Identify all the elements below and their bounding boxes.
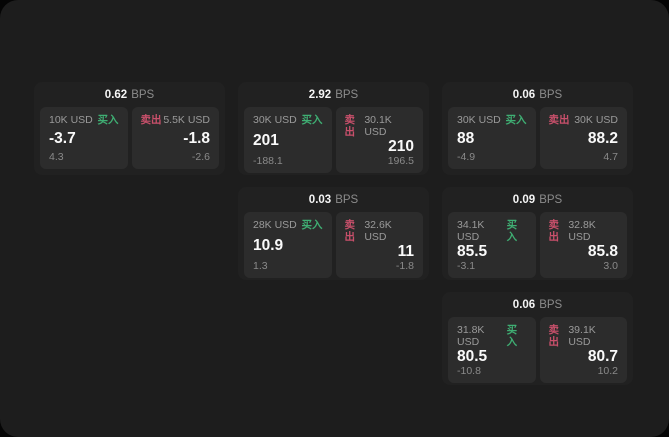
sell-amount: 32.8K USD bbox=[568, 219, 596, 243]
buy-side-label: 买入 bbox=[301, 219, 323, 231]
buy-price: 85.5 bbox=[457, 243, 488, 260]
sell-price: -1.8 bbox=[183, 130, 210, 147]
bps-value: 0.62 bbox=[104, 88, 128, 101]
sell-side-label: 卖出 bbox=[548, 114, 570, 126]
sell-change: 10.2 bbox=[597, 365, 618, 377]
buy-change: 1.3 bbox=[253, 260, 268, 272]
sell-side-label: 卖出 bbox=[344, 114, 356, 138]
sell-price: 88.2 bbox=[587, 130, 618, 147]
sell-amount: 5.5K USD bbox=[163, 114, 210, 126]
buy-quote-panel[interactable]: 28K USD 买入 10.9 1.3 bbox=[244, 212, 332, 278]
sell-side-label: 卖出 bbox=[548, 219, 560, 243]
sell-quote-panel[interactable]: 卖出 5.5K USD -1.8 -2.6 bbox=[131, 107, 219, 169]
buy-price: 201 bbox=[253, 132, 279, 149]
bps-value: 0.03 bbox=[308, 193, 332, 206]
sell-price: 11 bbox=[397, 243, 414, 260]
bps-spread-header: 0.62 BPS bbox=[34, 82, 225, 107]
bps-value: 0.09 bbox=[512, 193, 536, 206]
buy-amount: 31.8K USD bbox=[457, 324, 485, 348]
buy-price: -3.7 bbox=[49, 130, 76, 147]
quote-card-body: 28K USD 买入 10.9 1.3 卖出 32.6K USD 11 -1.8 bbox=[238, 212, 429, 280]
buy-change: -3.1 bbox=[457, 260, 476, 272]
sell-change: -2.6 bbox=[191, 151, 210, 163]
sell-price: 210 bbox=[388, 138, 414, 155]
sell-amount: 39.1K USD bbox=[568, 324, 596, 348]
bps-unit-label: BPS bbox=[539, 298, 563, 311]
bps-unit-label: BPS bbox=[539, 193, 563, 206]
quote-card-body: 34.1K USD 买入 85.5 -3.1 卖出 32.8K USD 85.8… bbox=[442, 212, 633, 280]
buy-price: 80.5 bbox=[457, 348, 488, 365]
sell-quote-panel[interactable]: 卖出 30.1K USD 210 196.5 bbox=[335, 107, 423, 173]
sell-side-label: 卖出 bbox=[548, 324, 560, 348]
sell-change: 196.5 bbox=[387, 155, 414, 167]
quote-card: 0.03 BPS 28K USD 买入 10.9 1.3 卖出 32.6K US… bbox=[238, 187, 429, 280]
buy-amount: 28K USD bbox=[253, 219, 297, 231]
bps-spread-header: 0.09 BPS bbox=[442, 187, 633, 212]
sell-price: 85.8 bbox=[587, 243, 618, 260]
sell-price: 80.7 bbox=[587, 348, 618, 365]
bps-unit-label: BPS bbox=[131, 88, 155, 101]
sell-side-label: 卖出 bbox=[140, 114, 162, 126]
buy-side-label: 买入 bbox=[506, 219, 518, 243]
bps-value: 2.92 bbox=[308, 88, 332, 101]
sell-amount: 30K USD bbox=[574, 114, 618, 126]
sell-quote-panel[interactable]: 卖出 32.6K USD 11 -1.8 bbox=[335, 212, 423, 278]
buy-change: -188.1 bbox=[253, 155, 283, 167]
buy-price: 10.9 bbox=[253, 237, 284, 254]
bps-unit-label: BPS bbox=[335, 88, 359, 101]
sell-change: 3.0 bbox=[603, 260, 618, 272]
quote-card: 0.06 BPS 30K USD 买入 88 -4.9 卖出 30K USD bbox=[442, 82, 633, 175]
sell-change: 4.7 bbox=[603, 151, 618, 163]
bps-spread-header: 0.03 BPS bbox=[238, 187, 429, 212]
quote-card: 0.06 BPS 31.8K USD 买入 80.5 -10.8 卖出 39.1… bbox=[442, 292, 633, 385]
sell-amount: 32.6K USD bbox=[364, 219, 392, 243]
quote-card-body: 31.8K USD 买入 80.5 -10.8 卖出 39.1K USD 80.… bbox=[442, 317, 633, 385]
bps-value: 0.06 bbox=[512, 88, 536, 101]
buy-amount: 30K USD bbox=[253, 114, 297, 126]
bps-spread-header: 0.06 BPS bbox=[442, 292, 633, 317]
bps-unit-label: BPS bbox=[335, 193, 359, 206]
bps-value: 0.06 bbox=[512, 298, 536, 311]
buy-side-label: 买入 bbox=[506, 324, 518, 348]
buy-quote-panel[interactable]: 34.1K USD 买入 85.5 -3.1 bbox=[448, 212, 536, 278]
bps-spread-header: 0.06 BPS bbox=[442, 82, 633, 107]
buy-amount: 10K USD bbox=[49, 114, 93, 126]
bps-unit-label: BPS bbox=[539, 88, 563, 101]
buy-change: -10.8 bbox=[457, 365, 481, 377]
sell-change: -1.8 bbox=[395, 260, 414, 272]
buy-price: 88 bbox=[457, 130, 475, 147]
quote-card: 2.92 BPS 30K USD 买入 201 -188.1 卖出 30.1K … bbox=[238, 82, 429, 175]
sell-amount: 30.1K USD bbox=[364, 114, 392, 138]
sell-quote-panel[interactable]: 卖出 30K USD 88.2 4.7 bbox=[539, 107, 627, 169]
sell-quote-panel[interactable]: 卖出 32.8K USD 85.8 3.0 bbox=[539, 212, 627, 278]
buy-amount: 30K USD bbox=[457, 114, 501, 126]
buy-change: -4.9 bbox=[457, 151, 476, 163]
buy-quote-panel[interactable]: 31.8K USD 买入 80.5 -10.8 bbox=[448, 317, 536, 383]
buy-quote-panel[interactable]: 10K USD 买入 -3.7 4.3 bbox=[40, 107, 128, 169]
buy-amount: 34.1K USD bbox=[457, 219, 485, 243]
sell-quote-panel[interactable]: 卖出 39.1K USD 80.7 10.2 bbox=[539, 317, 627, 383]
buy-side-label: 买入 bbox=[301, 114, 323, 126]
sell-side-label: 卖出 bbox=[344, 219, 356, 243]
quote-card: 0.09 BPS 34.1K USD 买入 85.5 -3.1 卖出 32.8K… bbox=[442, 187, 633, 280]
buy-change: 4.3 bbox=[49, 151, 64, 163]
bps-spread-header: 2.92 BPS bbox=[238, 82, 429, 107]
quote-card-body: 30K USD 买入 201 -188.1 卖出 30.1K USD 210 1… bbox=[238, 107, 429, 175]
buy-quote-panel[interactable]: 30K USD 买入 88 -4.9 bbox=[448, 107, 536, 169]
buy-side-label: 买入 bbox=[97, 114, 119, 126]
quote-card-body: 10K USD 买入 -3.7 4.3 卖出 5.5K USD -1.8 -2.… bbox=[34, 107, 225, 175]
quote-card: 0.62 BPS 10K USD 买入 -3.7 4.3 卖出 5.5K USD bbox=[34, 82, 225, 175]
quote-card-body: 30K USD 买入 88 -4.9 卖出 30K USD 88.2 4.7 bbox=[442, 107, 633, 175]
quote-cards-grid: 0.62 BPS 10K USD 买入 -3.7 4.3 卖出 5.5K USD bbox=[34, 82, 633, 385]
buy-side-label: 买入 bbox=[505, 114, 527, 126]
buy-quote-panel[interactable]: 30K USD 买入 201 -188.1 bbox=[244, 107, 332, 173]
